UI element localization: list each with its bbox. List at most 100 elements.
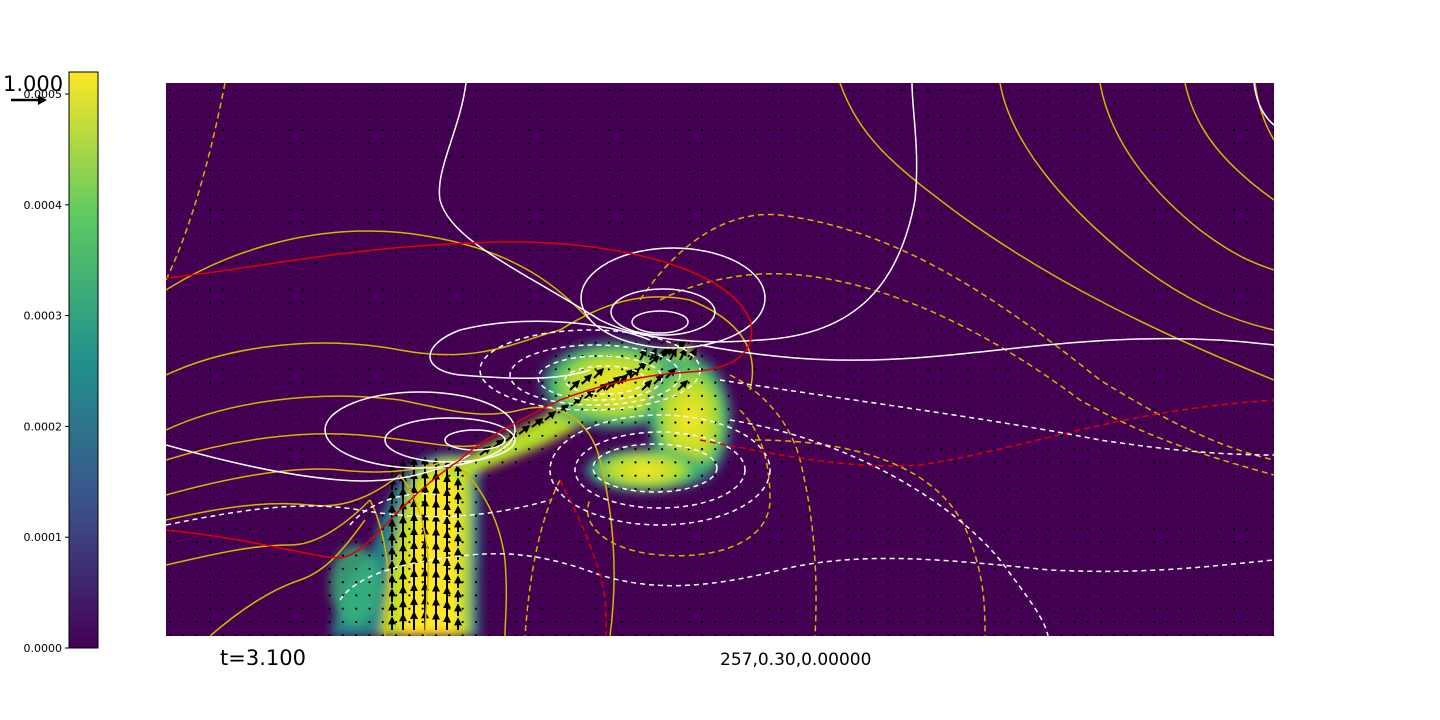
quiver-dot (235, 221, 238, 225)
quiver-dot (1179, 168, 1182, 171)
quiver-dot (727, 408, 730, 411)
quiver-dot (501, 128, 504, 131)
quiver-dot (541, 421, 544, 424)
quiver-dot (873, 195, 877, 198)
quiver-dot (833, 301, 837, 304)
quiver-dot (740, 142, 744, 145)
quiver-dot (794, 88, 797, 92)
quiver-dot (168, 354, 172, 358)
quiver-dot (966, 461, 970, 464)
quiver-dot (1099, 115, 1103, 118)
quiver-dot (847, 182, 850, 185)
quiver-dot (381, 594, 384, 597)
quiver-dot (714, 155, 717, 158)
quiver-dot (940, 341, 943, 344)
quiver-dot (288, 554, 291, 557)
quiver-dot (1126, 474, 1129, 477)
quiver-dot (980, 527, 983, 531)
quiver-dot (740, 115, 744, 118)
quiver-dot (262, 501, 265, 504)
quiver-dot (953, 620, 956, 624)
quiver-dot (900, 474, 903, 477)
quiver-dot (820, 354, 823, 358)
quiver-dot (740, 620, 744, 624)
quiver-dot (541, 541, 544, 544)
quiver-dot (195, 221, 198, 225)
quiver-dot (913, 474, 916, 477)
quiver-dot (980, 315, 983, 318)
yellow-contour-1 (166, 230, 591, 321)
quiver-dot (315, 501, 318, 504)
quiver-dot (368, 607, 371, 610)
quiver-dot (1272, 501, 1274, 504)
quiver-dot (727, 142, 730, 145)
quiver-dot (594, 288, 597, 291)
quiver-dot (1006, 394, 1010, 397)
quiver-dot (714, 235, 717, 238)
quiver-dot (847, 115, 850, 118)
quiver-dot (621, 128, 624, 131)
quiver-dot (714, 381, 717, 384)
quiver-dot (1020, 208, 1023, 211)
quiver-dot (195, 581, 198, 584)
quiver-dot (634, 607, 637, 610)
quiver-dot (368, 142, 371, 145)
quiver-dot (341, 487, 344, 491)
quiver-dot (315, 541, 318, 544)
quiver-dot (514, 354, 517, 358)
quiver-dot (395, 341, 398, 344)
quiver-dot (993, 102, 996, 105)
quiver-dot (993, 142, 996, 145)
quiver-dot (966, 541, 970, 544)
quiver-dot (1113, 408, 1116, 411)
quiver-dot (474, 301, 477, 304)
quiver-dot (182, 634, 185, 636)
quiver-dot (488, 581, 491, 584)
quiver-dot (940, 381, 943, 384)
quiver-dot (581, 115, 584, 118)
quiver-dot (408, 195, 411, 198)
quiver-dot (1099, 354, 1103, 358)
white-contour-9 (166, 444, 471, 482)
quiver-dot (594, 182, 597, 185)
quiver-dot (341, 102, 344, 105)
quiver-dot (594, 208, 597, 211)
quiver-dot (1020, 288, 1023, 291)
quiver-dot (395, 248, 398, 251)
quiver-dot (820, 168, 823, 171)
quiver-dot (1126, 394, 1129, 397)
quiver-dot (355, 115, 358, 118)
quiver-dot (900, 434, 903, 437)
quiver-dot (594, 620, 597, 624)
quiver-dot (235, 341, 238, 344)
quiver-dot (434, 408, 438, 411)
quiver-dot (1206, 474, 1209, 477)
quiver-dot (275, 394, 278, 397)
quiver-dot (794, 182, 797, 185)
quiver-dot (408, 607, 411, 610)
quiver-dot (248, 221, 251, 225)
quiver-dot (275, 594, 278, 597)
quiver-dot (820, 128, 823, 131)
quiver-dot (767, 88, 770, 92)
quiver-dot (1219, 288, 1222, 291)
quiver-dot (208, 288, 211, 291)
quiver-dot (288, 235, 291, 238)
quiver-dot (1272, 421, 1274, 424)
quiver-dot (674, 567, 677, 570)
quiver-dot (794, 408, 797, 411)
quiver-dot (395, 434, 398, 437)
quiver-dot (1060, 288, 1063, 291)
quiver-dot (355, 594, 358, 597)
quiver-dot (1179, 88, 1182, 92)
quiver-dot (1193, 527, 1196, 531)
quiver-dot (740, 235, 744, 238)
quiver-dot (328, 620, 331, 624)
quiver-dot (381, 620, 384, 624)
quiver-dot (1073, 527, 1076, 531)
quiver-dot (794, 607, 797, 610)
quiver-dot (594, 567, 597, 570)
yellow-contour-8 (209, 519, 366, 636)
quiver-dot (235, 128, 238, 131)
quiver-dot (1060, 421, 1063, 424)
